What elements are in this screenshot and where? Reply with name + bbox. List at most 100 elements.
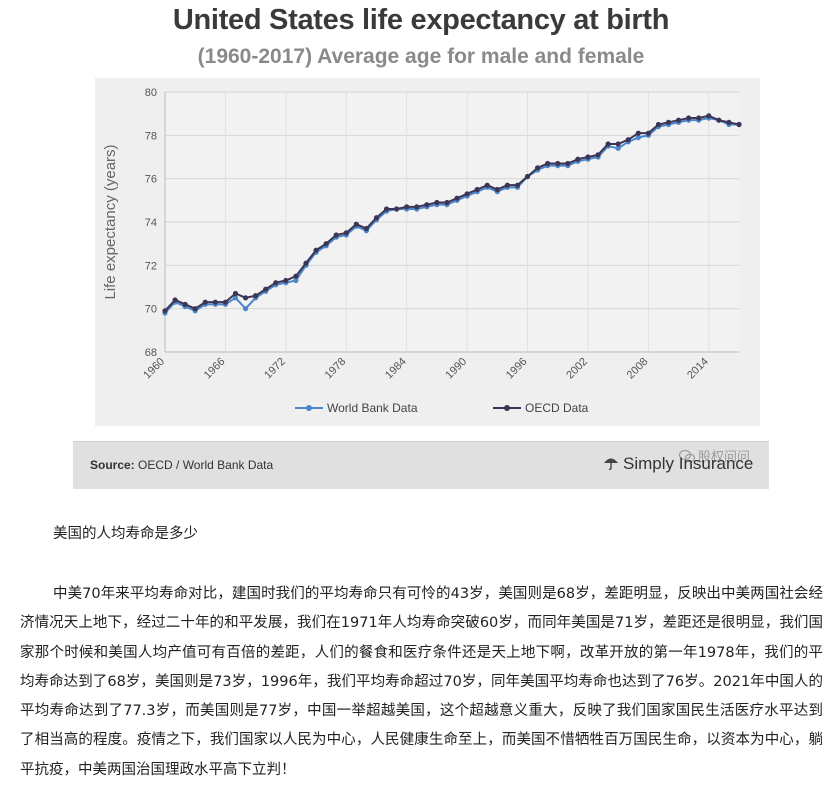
article-heading: 美国的人均寿命是多少 xyxy=(53,526,198,542)
data-point xyxy=(202,299,208,305)
data-point xyxy=(494,186,500,193)
data-point xyxy=(263,286,269,292)
series-line xyxy=(164,116,739,314)
data-point xyxy=(706,113,712,119)
data-point xyxy=(424,202,430,208)
y-tick-label: 72 xyxy=(145,260,157,272)
footer-bar: Source: OECD / World Bank Data 股权问问 Simp… xyxy=(73,441,769,489)
series-line xyxy=(164,114,740,312)
data-point xyxy=(182,301,188,307)
legend-swatch-marker xyxy=(504,405,510,411)
legend-label: OECD Data xyxy=(525,401,589,415)
brand-name: Simply Insurance xyxy=(623,454,754,473)
legend-swatch-marker xyxy=(306,405,312,411)
article-paragraph: 中美70年来平均寿命对比，建国时我们的平均寿命只有可怜的43岁，美国则是68岁，… xyxy=(20,586,823,778)
legend-label: World Bank Data xyxy=(327,401,418,415)
data-point xyxy=(716,117,722,123)
chart-subtitle: (1960-2017) Average age for male and fem… xyxy=(197,45,645,68)
x-tick-label: 2008 xyxy=(625,356,651,382)
data-point xyxy=(192,306,198,312)
x-tick-label: 1996 xyxy=(504,356,530,382)
data-point xyxy=(615,145,621,151)
data-point xyxy=(404,204,410,210)
data-point xyxy=(635,130,641,136)
data-point xyxy=(333,232,339,238)
x-tick-label: 1966 xyxy=(202,356,228,382)
data-point xyxy=(313,247,319,253)
data-point xyxy=(353,221,359,227)
data-point xyxy=(293,277,299,284)
data-point xyxy=(696,115,702,121)
y-tick-label: 80 xyxy=(145,87,157,99)
data-point xyxy=(303,260,309,266)
data-point xyxy=(534,165,541,171)
data-point xyxy=(414,204,420,210)
x-tick-label: 1978 xyxy=(323,356,349,382)
y-tick-label: 78 xyxy=(145,130,157,142)
data-point xyxy=(595,152,601,158)
chart-panel: 68 70 72 74 76 78 80 1960 1966 1972 1978 1984 1990 1… xyxy=(95,78,760,426)
data-point xyxy=(635,134,641,141)
data-point xyxy=(222,299,229,305)
data-point xyxy=(655,121,662,128)
data-point xyxy=(675,117,682,123)
data-point xyxy=(283,277,289,284)
chart-title: United States life expectancy at birth xyxy=(172,4,670,36)
data-point xyxy=(232,295,239,301)
x-tick-label: 2014 xyxy=(685,356,711,382)
data-point xyxy=(212,299,218,305)
data-point xyxy=(293,273,299,279)
infographic: United States life expectancy at birth (… xyxy=(73,0,769,489)
data-point xyxy=(726,119,732,125)
data-point xyxy=(686,115,692,121)
data-point xyxy=(434,199,440,206)
data-point xyxy=(484,182,490,188)
data-point xyxy=(253,293,259,299)
data-point xyxy=(514,182,521,188)
data-point xyxy=(363,225,370,232)
source-note: Source: OECD / World Bank Data xyxy=(90,458,273,472)
data-point xyxy=(615,141,621,147)
chat-bubble-icon xyxy=(678,449,696,463)
data-point xyxy=(172,297,178,303)
data-point xyxy=(736,121,742,128)
data-point xyxy=(524,173,531,180)
x-tick-label: 1984 xyxy=(383,356,409,382)
y-axis-label: Life expectancy (years) xyxy=(102,144,119,299)
source-label: Source: xyxy=(90,458,135,472)
data-point xyxy=(373,215,380,221)
x-tick-label: 1972 xyxy=(262,356,288,382)
data-point xyxy=(625,137,631,143)
data-point xyxy=(273,280,279,286)
watermark-text: 股权问问 xyxy=(698,450,751,465)
y-tick-label: 68 xyxy=(145,347,157,359)
data-point xyxy=(545,160,551,167)
y-tick-label: 76 xyxy=(145,174,157,186)
source-text: OECD / World Bank Data xyxy=(134,458,274,472)
data-point xyxy=(504,182,510,188)
data-point xyxy=(585,154,591,160)
watermark: 股权问问 xyxy=(678,446,751,465)
data-point xyxy=(232,290,239,297)
data-point xyxy=(464,191,470,197)
data-point xyxy=(323,241,329,247)
data-point xyxy=(394,206,400,212)
data-point xyxy=(605,141,611,147)
data-point xyxy=(454,195,460,201)
article: 美国的人均寿命是多少 中美70年来平均寿命对比，建国时我们的平均寿命只有可怜的4… xyxy=(20,520,823,785)
data-point xyxy=(242,306,249,312)
y-tick-label: 70 xyxy=(145,304,157,316)
brand-logo: Simply Insurance xyxy=(603,454,753,474)
data-point xyxy=(565,160,571,167)
umbrella-icon xyxy=(604,458,618,471)
data-point xyxy=(242,295,249,301)
x-tick-label: 2002 xyxy=(564,356,590,382)
life-expectancy-line-chart: 68 70 72 74 76 78 80 1960 1966 1972 1978 1984 1990 1… xyxy=(102,87,742,415)
data-point xyxy=(665,119,672,125)
data-point xyxy=(444,199,450,206)
x-tick-label: 1960 xyxy=(141,356,167,382)
y-tick-label: 74 xyxy=(145,217,157,229)
data-point xyxy=(555,160,561,167)
data-point xyxy=(162,308,168,314)
data-point xyxy=(343,230,349,236)
